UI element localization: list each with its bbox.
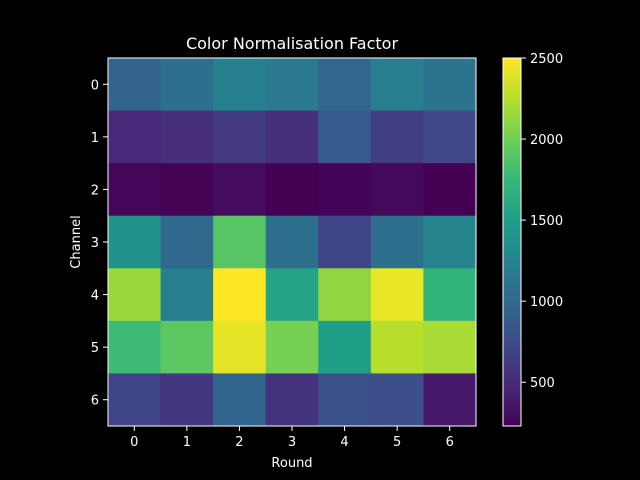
- heatmap-cell: [423, 163, 477, 217]
- chart-title: Color Normalisation Factor: [186, 34, 398, 53]
- heatmap-cell: [265, 58, 319, 112]
- x-tick-label: 3: [288, 435, 296, 450]
- heatmap-cell: [423, 320, 477, 374]
- x-tick-label: 6: [446, 435, 454, 450]
- heatmap-cell: [108, 58, 162, 112]
- heatmap-cell: [160, 163, 214, 217]
- heatmap-cell: [318, 215, 372, 269]
- heatmap-cell: [213, 215, 267, 269]
- heatmap-cell: [318, 373, 372, 427]
- y-tick-label: 1: [91, 131, 99, 146]
- heatmap-cell: [160, 110, 214, 164]
- heatmap-cell: [108, 373, 162, 427]
- heatmap-cell: [423, 215, 477, 269]
- heatmap-cell: [265, 110, 319, 164]
- heatmap-cell: [160, 58, 214, 112]
- heatmap-cell: [213, 163, 267, 217]
- heatmap-cell: [213, 320, 267, 374]
- y-tick-label: 3: [91, 236, 99, 251]
- x-tick-label: 5: [393, 435, 401, 450]
- heatmap-cell: [213, 373, 267, 427]
- heatmap-cell: [108, 268, 162, 322]
- y-tick-label: 6: [91, 394, 99, 409]
- x-tick-label: 4: [340, 435, 348, 450]
- heatmap-cell: [318, 58, 372, 112]
- heatmap-cell: [160, 373, 214, 427]
- heatmap-cell: [265, 268, 319, 322]
- colorbar-ticks: 500 1000 1500 2000 2500: [521, 52, 563, 391]
- heatmap-cell: [213, 268, 267, 322]
- colorbar-tick-label: 2000: [530, 133, 563, 148]
- heatmap-cell: [423, 373, 477, 427]
- y-axis-label: Channel: [69, 215, 84, 268]
- heatmap-cell: [108, 110, 162, 164]
- heatmap-cell: [423, 58, 477, 112]
- x-tick-label: 2: [235, 435, 243, 450]
- heatmap-cell: [318, 268, 372, 322]
- x-tick-label: 1: [183, 435, 191, 450]
- heatmap-cell: [213, 110, 267, 164]
- heatmap-cell: [370, 58, 424, 112]
- heatmap-cell: [265, 320, 319, 374]
- heatmap-cell: [213, 58, 267, 112]
- heatmap-cell: [370, 373, 424, 427]
- y-tick-label: 2: [91, 183, 99, 198]
- heatmap-cell: [423, 110, 477, 164]
- heatmap-cell: [370, 215, 424, 269]
- heatmap-cell: [265, 163, 319, 217]
- colorbar-tick-label: 1000: [530, 295, 563, 310]
- heatmap-cell: [108, 163, 162, 217]
- heatmap-cell: [370, 268, 424, 322]
- colorbar-tick-label: 500: [530, 376, 555, 391]
- heatmap-cell: [370, 320, 424, 374]
- heatmap-cell: [265, 373, 319, 427]
- colorbar-tick-label: 2500: [530, 52, 563, 67]
- y-axis-ticks: 0 1 2 3 4 5 6: [91, 78, 108, 409]
- y-tick-label: 0: [91, 78, 99, 93]
- heatmap-cell: [265, 215, 319, 269]
- heatmap-cell: [160, 215, 214, 269]
- heatmap-cell: [108, 320, 162, 374]
- heatmap-cell: [423, 268, 477, 322]
- heatmap-cell: [318, 163, 372, 217]
- y-tick-label: 4: [91, 289, 99, 304]
- x-axis-ticks: 0 1 2 3 4 5 6: [130, 426, 454, 450]
- colorbar-tick-label: 1500: [530, 214, 563, 229]
- heatmap-cell: [318, 110, 372, 164]
- heatmap-cell: [370, 110, 424, 164]
- x-tick-label: 0: [130, 435, 138, 450]
- heatmap-cell: [160, 320, 214, 374]
- heatmap-cell: [318, 320, 372, 374]
- colorbar: [502, 57, 522, 427]
- x-axis-label: Round: [271, 456, 312, 471]
- heatmap-cells: [108, 58, 477, 427]
- heatmap-cell: [160, 268, 214, 322]
- heatmap-cell: [108, 215, 162, 269]
- y-tick-label: 5: [91, 341, 99, 356]
- heatmap-cell: [370, 163, 424, 217]
